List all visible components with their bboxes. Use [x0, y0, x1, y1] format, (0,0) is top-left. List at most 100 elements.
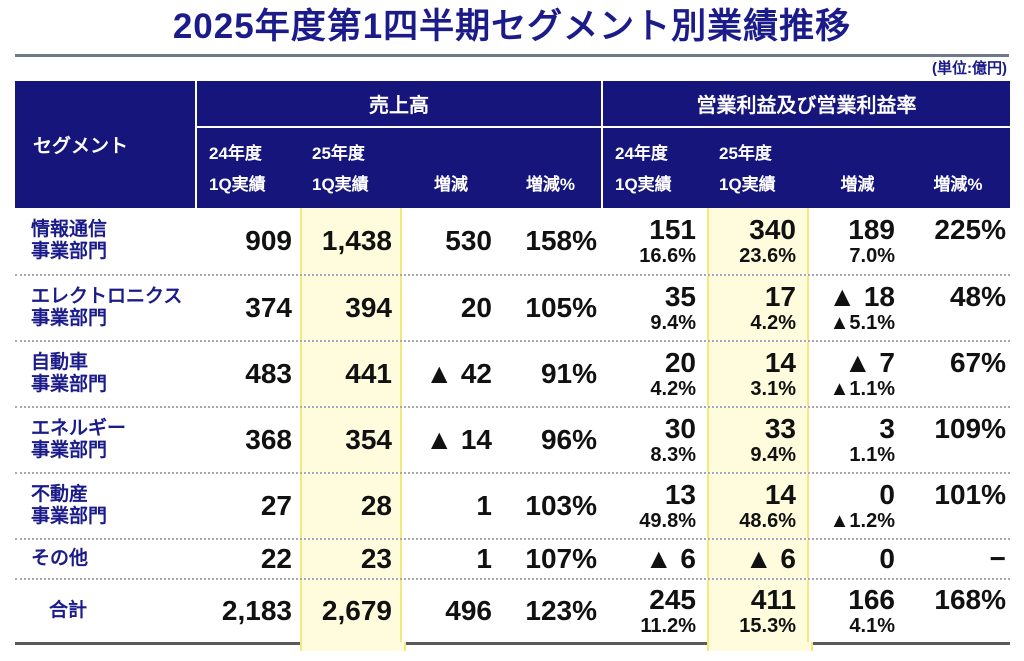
profit-fy24-header-line1: 24年度: [615, 144, 668, 163]
sales-change-pct-value: 103%: [525, 490, 597, 521]
profit-change-cell: ▲ 7 ▲1.1%: [809, 342, 906, 406]
profit-margin: 7.0%: [849, 244, 895, 267]
segment-label: 不動産 事業部門: [31, 483, 108, 527]
sales-fy24-header-line1: 24年度: [209, 144, 262, 163]
profit-change-pct-cell: 101%: [906, 474, 1010, 538]
profit-change-pct-cell: 168%: [906, 580, 1010, 642]
profit-fy25-cell: 17 4.2%: [707, 276, 809, 340]
sales-change-pct-value: 91%: [540, 358, 597, 389]
table-row: エレクトロニクス 事業部門 374 394 20 105% 35 9.4% 17 …: [15, 274, 1010, 340]
sales-fy25-value: 394: [300, 276, 402, 340]
profit-value: 17: [764, 280, 796, 312]
profit-value: 35: [664, 280, 696, 312]
profit-value: 101%: [934, 478, 1006, 510]
sales-group-header: 売上高: [195, 81, 601, 128]
profit-value: 411: [750, 583, 796, 615]
profit-margin: 3.1%: [750, 377, 796, 400]
sales-fy25-value: 23: [300, 540, 402, 578]
profit-value: 189: [848, 213, 895, 245]
segment-column-header: セグメント: [33, 136, 129, 157]
profit-value: 14: [764, 346, 796, 378]
sales-fy24-value: 483: [245, 358, 292, 389]
segment-label: 合計: [49, 599, 88, 621]
profit-fy25-cell: 14 48.6%: [707, 474, 809, 538]
profit-value: 13: [664, 478, 696, 510]
profit-value: 0: [879, 478, 895, 510]
profit-fy24-cell: 30 8.3%: [601, 408, 707, 472]
profit-value: 48%: [949, 280, 1006, 312]
profit-fy25-cell: 411 15.3%: [707, 580, 813, 651]
segment-label: エレクトロニクス 事業部門: [31, 285, 183, 329]
profit-change-cell: 0: [809, 540, 906, 578]
profit-value: ▲ 7: [843, 346, 895, 378]
table-row: エネルギー 事業部門 368 354 ▲ 14 96% 30 8.3% 33 9.…: [15, 406, 1010, 472]
sales-change-value: 530: [445, 225, 492, 256]
sales-change-value: ▲ 42: [425, 358, 492, 389]
segment-label: エネルギー 事業部門: [31, 417, 127, 461]
sales-change-pct-value: 96%: [540, 424, 597, 455]
profit-value: 340: [749, 213, 796, 245]
profit-margin: 15.3%: [739, 614, 796, 637]
profit-fy24-header-line2: 1Q実績: [615, 175, 672, 194]
table-body: 情報通信 事業部門 909 1,438 530 158% 151 16.6% 34…: [15, 208, 1010, 651]
profit-value: 0: [879, 543, 895, 574]
sales-fy25-value: 441: [300, 342, 402, 406]
profit-value: 30: [664, 412, 696, 444]
profit-fy24-cell: ▲ 6: [601, 540, 707, 578]
profit-margin: 49.8%: [639, 509, 696, 532]
sales-fy24-header-line2: 1Q実績: [209, 175, 266, 194]
profit-margin: 9.4%: [750, 443, 796, 466]
profit-fy25-cell: ▲ 6: [707, 540, 809, 578]
profit-change-cell: 189 7.0%: [809, 208, 906, 274]
profit-fy25-cell: 33 9.4%: [707, 408, 809, 472]
sales-change-value: 1: [476, 490, 492, 521]
profit-fy24-header: 24年度 1Q実績: [601, 128, 707, 208]
profit-margin: 9.4%: [650, 311, 696, 334]
segment-results-table: セグメント 売上高 営業利益及び営業利益率 24年度 1Q実績 25年度 1Q実…: [15, 81, 1010, 651]
profit-fy24-cell: 151 16.6%: [601, 208, 707, 274]
segment-label: 自動車 事業部門: [31, 351, 108, 395]
table-row: 不動産 事業部門 27 28 1 103% 13 49.8% 14 48.6% 0…: [15, 472, 1010, 538]
segment-label: 情報通信 事業部門: [31, 218, 108, 262]
profit-margin: 8.3%: [650, 443, 696, 466]
sales-change-value: 496: [445, 595, 492, 626]
unit-note: (単位:億円): [932, 60, 1007, 77]
sales-change-pct-header: 増減%: [525, 175, 576, 194]
table-row: 自動車 事業部門 483 441 ▲ 42 91% 20 4.2% 14 3.1%…: [15, 340, 1010, 406]
sales-fy24-value: 374: [245, 292, 292, 323]
sales-change-pct-value: 123%: [525, 595, 597, 626]
table-row: 合計 2,183 2,679 496 123% 245 11.2% 411 15…: [15, 578, 1010, 651]
sales-fy24-value: 2,183: [221, 595, 292, 626]
profit-change-pct-cell: −: [906, 540, 1010, 578]
page-title: 2025年度第1四半期セグメント別業績推移: [172, 7, 852, 46]
profit-value: 168%: [934, 583, 1006, 615]
table-row: その他 22 23 1 107% ▲ 6 ▲ 6 0 −: [15, 538, 1010, 578]
profit-fy25-header: 25年度 1Q実績: [707, 128, 809, 208]
sales-change-pct-value: 158%: [525, 225, 597, 256]
profit-change-header: 増減: [840, 175, 875, 194]
profit-value: 14: [764, 478, 796, 510]
profit-change-pct-cell: 109%: [906, 408, 1010, 472]
profit-margin: 16.6%: [639, 244, 696, 267]
sales-fy24-value: 368: [245, 424, 292, 455]
segment-label: その他: [31, 547, 89, 569]
profit-change-cell: 166 4.1%: [809, 580, 906, 642]
sales-change-value: 1: [476, 543, 492, 574]
profit-fy25-header-line2: 1Q実績: [719, 175, 776, 194]
profit-margin: 48.6%: [739, 509, 796, 532]
profit-value: ▲ 18: [828, 280, 895, 312]
profit-fy24-cell: 245 11.2%: [601, 580, 707, 642]
profit-fy25-cell: 340 23.6%: [707, 208, 809, 274]
sales-fy24-value: 909: [245, 225, 292, 256]
sales-fy25-header: 25年度 1Q実績: [300, 128, 402, 208]
profit-value: 151: [649, 213, 696, 245]
profit-value: 166: [848, 583, 895, 615]
profit-change-pct-cell: 225%: [906, 208, 1010, 274]
profit-value: 225%: [934, 213, 1006, 245]
sales-change-pct-value: 105%: [525, 292, 597, 323]
profit-value: ▲ 6: [644, 543, 696, 574]
profit-change-cell: 3 1.1%: [809, 408, 906, 472]
sales-change-value: ▲ 14: [425, 424, 492, 455]
profit-value: 3: [879, 412, 895, 444]
